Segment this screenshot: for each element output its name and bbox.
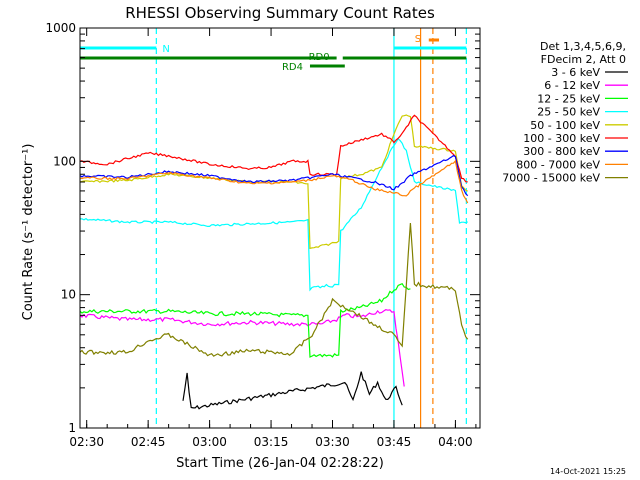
series-line-7 — [80, 159, 469, 204]
legend-entry-label: 25 - 50 keV — [537, 106, 600, 119]
x-tick-label: 03:00 — [192, 435, 227, 449]
series-line-2 — [80, 282, 411, 358]
legend: Det 1,3,4,5,6,9,FDecim 2, Att 03 - 6 keV… — [502, 40, 628, 185]
y-axis-label: Count Rate (s⁻¹ detector⁻¹) — [21, 144, 36, 321]
legend-entry-label: 100 - 300 keV — [523, 132, 600, 145]
x-tick-label: 02:45 — [131, 435, 166, 449]
legend-entry-label: 3 - 6 keV — [551, 66, 600, 79]
series-line-1 — [80, 309, 405, 387]
series-line-3 — [80, 137, 468, 292]
series-line-0 — [182, 371, 403, 410]
legend-entry-label: 50 - 100 keV — [530, 119, 600, 132]
y-tick-label: 100 — [53, 154, 76, 168]
x-tick-label: 03:30 — [315, 435, 350, 449]
state-label-n: N — [162, 44, 169, 55]
legend-entry-label: 7000 - 15000 keV — [502, 172, 600, 185]
legend-header-line: FDecim 2, Att 0 — [541, 53, 626, 66]
legend-entry-label: 12 - 25 keV — [537, 92, 600, 105]
x-axis-label: Start Time (26-Jan-04 02:28:22) — [176, 456, 384, 471]
state-label-rd0: RD0 — [309, 52, 330, 63]
x-tick-label: 02:30 — [69, 435, 104, 449]
x-tick-label: 03:15 — [254, 435, 289, 449]
x-tick-label: 03:45 — [377, 435, 412, 449]
chart-title: RHESSI Observing Summary Count Rates — [125, 4, 435, 22]
footer-date: 14-Oct-2021 15:25 — [550, 467, 626, 476]
state-label-s: S — [415, 34, 421, 45]
y-tick-label: 1000 — [45, 21, 76, 35]
legend-entry-label: 300 - 800 keV — [523, 145, 600, 158]
legend-entry-label: 800 - 7000 keV — [516, 158, 600, 171]
series-line-8 — [80, 223, 469, 357]
plot-frame — [79, 27, 481, 429]
series-line-4 — [80, 114, 468, 250]
y-tick-label: 10 — [61, 288, 76, 302]
x-tick-label: 04:00 — [438, 435, 473, 449]
legend-entry-label: 6 - 12 keV — [544, 79, 600, 92]
y-tick-label: 1 — [68, 421, 76, 435]
series-line-5 — [80, 114, 468, 183]
state-label-rd4: RD4 — [282, 62, 303, 73]
legend-header-line: Det 1,3,4,5,6,9, — [540, 40, 626, 53]
